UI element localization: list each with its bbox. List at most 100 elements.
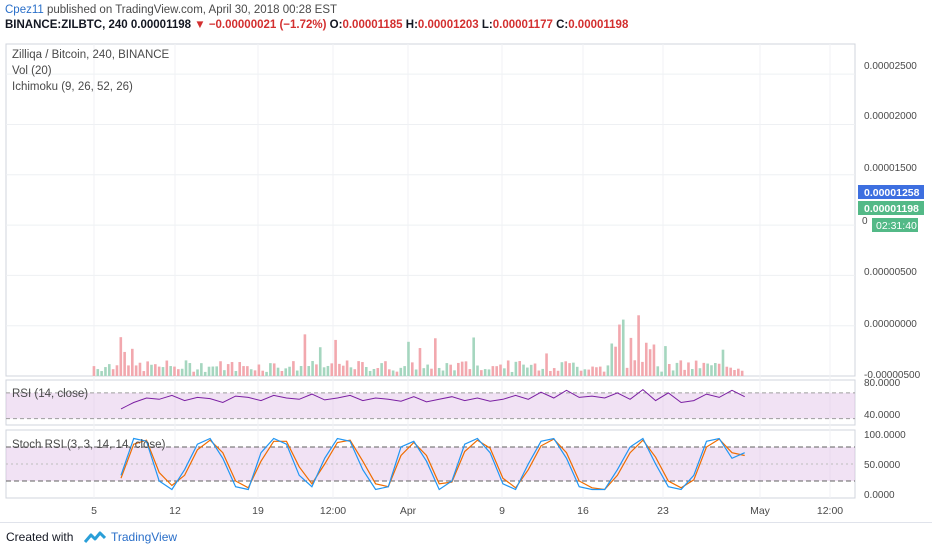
volume-bar [487, 369, 491, 376]
volume-bar [510, 371, 514, 376]
symbol-line: BINANCE:ZILBTC, 240 0.00001198 ▼ −0.0000… [5, 19, 628, 31]
volume-bar [506, 360, 510, 376]
volume-bar [491, 366, 495, 376]
stoch-tick-100: 100.0000 [864, 430, 906, 441]
last-price-label: 0.00001198 [864, 203, 919, 215]
price-pane[interactable] [5, 43, 856, 377]
volume-bar [257, 364, 261, 376]
volume-bar [449, 364, 452, 376]
volume-bar [514, 361, 518, 376]
volume-bar [295, 370, 299, 376]
volume-bar [606, 365, 610, 376]
volume-bar [127, 365, 130, 376]
volume-bar [107, 364, 111, 376]
volume-bar [483, 369, 487, 376]
volume-bar [173, 366, 176, 376]
chart-canvas[interactable]: Zilliqa / Bitcoin, 240, BINANCE Vol (20)… [0, 40, 932, 522]
author-link[interactable]: Cpez11 [5, 4, 44, 16]
volume-bar [629, 337, 633, 376]
volume-bar [238, 362, 242, 376]
volume-bar [725, 366, 729, 376]
volume-bar [480, 370, 483, 376]
volume-bar [119, 337, 123, 376]
volume-bar [552, 368, 556, 376]
volume-bar [253, 370, 257, 376]
volume-bar [150, 364, 153, 376]
volume-bar [403, 366, 406, 376]
volume-bar [330, 363, 334, 376]
price-tick-partial: 0 [862, 216, 868, 227]
volume-bar [641, 361, 644, 376]
tradingview-brand-link[interactable]: TradingView [111, 530, 178, 544]
volume-bar [595, 367, 598, 376]
volume-bar [414, 369, 418, 376]
high-value: 0.00001203 [417, 19, 479, 31]
countdown-tag [872, 218, 918, 232]
volume-bar [134, 365, 138, 376]
volume-bar [96, 369, 100, 376]
volume-bar [387, 369, 391, 376]
rsi-series [6, 388, 855, 420]
volume-bar [111, 369, 115, 376]
rsi-pane[interactable] [5, 379, 856, 426]
volume-bar [380, 363, 383, 376]
volume-bar [280, 371, 284, 376]
volume-bar [192, 371, 195, 376]
volume-bar [211, 366, 215, 376]
stoch-k-line [120, 437, 745, 491]
volume-bar [157, 366, 161, 376]
tradingview-logo-icon [84, 531, 106, 543]
grid-lines [6, 44, 855, 498]
volume-bar [441, 370, 445, 376]
stoch-series [6, 437, 855, 491]
volume-bar [644, 342, 648, 376]
volume-bar [568, 363, 571, 376]
volume-bar [714, 362, 717, 376]
volume-bar [556, 370, 560, 376]
volume-bar [625, 367, 629, 376]
volume-bar [560, 362, 564, 376]
volume-bar [621, 319, 625, 376]
volume-bar [637, 315, 640, 376]
volume-bar [307, 366, 311, 376]
volume-bar [683, 369, 686, 376]
rsi-tick-80: 80.0000 [864, 378, 901, 389]
resistance-price-tag [858, 185, 924, 199]
volume-bar [177, 369, 180, 376]
volume-bar [518, 361, 522, 376]
low-value: 0.00001177 [492, 19, 553, 31]
volume-bar [322, 367, 326, 376]
down-triangle-icon: ▼ [194, 19, 206, 31]
stoch-tick-50: 50.0000 [864, 460, 901, 471]
volume-bar [146, 361, 149, 376]
volume-bar [203, 371, 207, 376]
volume-bar [318, 347, 322, 376]
price-tick-7: -0.00000500 [864, 370, 921, 381]
volume-bar [391, 370, 395, 376]
volume-bar [142, 371, 146, 376]
price-tick-6: 0.00000000 [864, 319, 917, 330]
volume-bar [299, 366, 303, 376]
volume-bar [161, 367, 165, 376]
volume-bar [602, 371, 606, 376]
chart-header: Cpez11 published on TradingView.com, Apr… [0, 0, 932, 38]
volume-bar [564, 361, 568, 376]
volume-bar [123, 351, 126, 376]
volume-bar [188, 363, 192, 376]
volume-bar [476, 365, 479, 376]
volume-bar [610, 343, 614, 376]
volume-bar [675, 362, 679, 376]
rsi-band [6, 392, 855, 419]
volume-bar [717, 363, 721, 376]
volume-bar [246, 366, 249, 376]
volume-bar [399, 367, 403, 376]
volume-bar [453, 370, 456, 376]
stoch-tick-0: 0.0000 [864, 490, 895, 501]
volume-bar [430, 368, 433, 376]
legend-ichimoku: Ichimoku (9, 26, 52, 26) [12, 81, 133, 93]
time-tick-apr: Apr [400, 505, 417, 517]
time-tick-9: 9 [499, 505, 505, 517]
legend-vol: Vol (20) [12, 65, 52, 77]
volume-bar [100, 371, 103, 376]
volume-bar [422, 368, 426, 376]
